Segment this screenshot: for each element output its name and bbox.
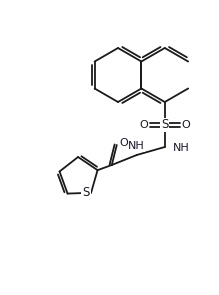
Text: O: O (119, 138, 128, 148)
Text: NH: NH (127, 141, 144, 151)
Text: O: O (181, 120, 190, 130)
Text: S: S (161, 119, 168, 132)
Text: S: S (82, 186, 90, 199)
Text: O: O (139, 120, 148, 130)
Text: NH: NH (173, 143, 189, 153)
